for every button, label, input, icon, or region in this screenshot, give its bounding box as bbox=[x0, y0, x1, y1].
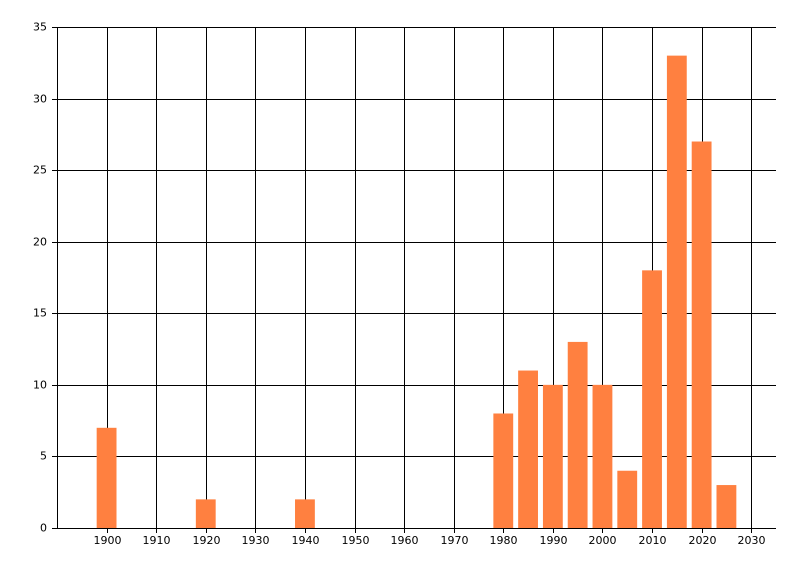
bar bbox=[617, 470, 638, 528]
y-tick-label: 25 bbox=[33, 164, 47, 177]
bar bbox=[666, 55, 687, 528]
y-tick-label: 10 bbox=[33, 379, 47, 392]
x-tick-label: 1910 bbox=[143, 534, 171, 547]
x-tick-label: 1930 bbox=[242, 534, 270, 547]
x-tick-label: 2010 bbox=[639, 534, 667, 547]
bar bbox=[716, 485, 737, 528]
x-tick-label: 1920 bbox=[193, 534, 221, 547]
y-tick-label: 15 bbox=[33, 307, 47, 320]
bar bbox=[592, 384, 613, 528]
x-tick-label: 1990 bbox=[540, 534, 568, 547]
bar bbox=[518, 370, 538, 528]
x-tick-label: 2020 bbox=[689, 534, 717, 547]
bar bbox=[642, 270, 662, 528]
x-tick-label: 1970 bbox=[441, 534, 469, 547]
y-tick-label: 20 bbox=[33, 236, 47, 249]
y-tick-label: 30 bbox=[33, 93, 47, 106]
bar bbox=[567, 341, 588, 528]
bar bbox=[195, 499, 216, 528]
x-tick-label: 1940 bbox=[292, 534, 320, 547]
bar bbox=[542, 384, 563, 528]
y-tick-label: 5 bbox=[40, 450, 47, 463]
x-tick-label: 1980 bbox=[490, 534, 518, 547]
x-tick-label: 2000 bbox=[589, 534, 617, 547]
x-tick-label: 1960 bbox=[391, 534, 419, 547]
x-tick-label: 1950 bbox=[342, 534, 370, 547]
bar bbox=[493, 413, 514, 528]
x-tick-label: 2030 bbox=[738, 534, 766, 547]
bar bbox=[691, 141, 712, 528]
y-tick-label: 0 bbox=[40, 522, 47, 535]
bar bbox=[295, 499, 315, 528]
y-tick-label: 35 bbox=[33, 21, 47, 34]
x-tick-label: 1900 bbox=[94, 534, 122, 547]
bar bbox=[96, 427, 117, 528]
